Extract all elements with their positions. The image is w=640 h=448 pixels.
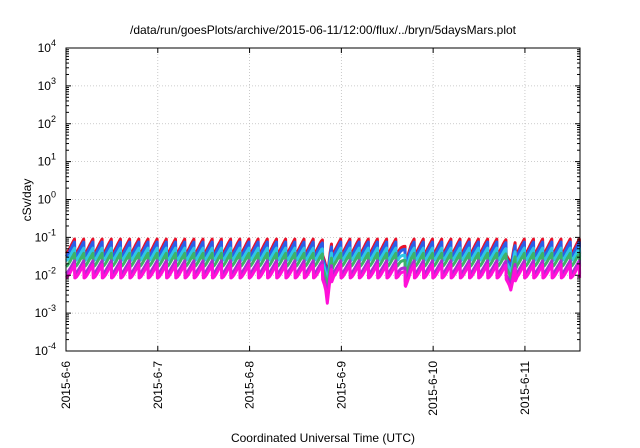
x-tick-label: 2015-6-6 [59, 361, 73, 409]
series-group [64, 237, 582, 305]
x-tick-label: 2015-6-10 [426, 361, 440, 416]
y-axis-label: cSv/day [20, 179, 34, 222]
x-tick-label: 2015-6-11 [518, 361, 532, 415]
y-tick-label: 10-1 [35, 227, 56, 244]
grid [66, 48, 580, 351]
y-tick-label: 103 [38, 76, 56, 93]
x-ticks: 2015-6-6 2015-6-7 2015-6-8 2015-6-9 2015-6-1… [59, 48, 532, 416]
x-tick-label: 2015-6-9 [334, 361, 348, 409]
y-tick-label: 100 [38, 190, 56, 207]
x-tick-label: 2015-6-8 [243, 361, 257, 409]
chart-title: /data/run/goesPlots/archive/2015-06-11/1… [130, 23, 517, 37]
series-line-6 [65, 263, 582, 305]
y-tick-label: 101 [38, 152, 56, 169]
y-tick-label: 102 [38, 114, 56, 131]
plot-frame [65, 47, 581, 352]
x-tick-label: 2015-6-7 [151, 361, 165, 409]
y-tick-label: 10-3 [35, 303, 56, 320]
y-tick-label: 104 [38, 38, 56, 55]
y-tick-label: 10-2 [35, 265, 56, 282]
y-tick-label: 10-4 [35, 341, 56, 358]
x-axis-label: Coordinated Universal Time (UTC) [231, 431, 415, 445]
